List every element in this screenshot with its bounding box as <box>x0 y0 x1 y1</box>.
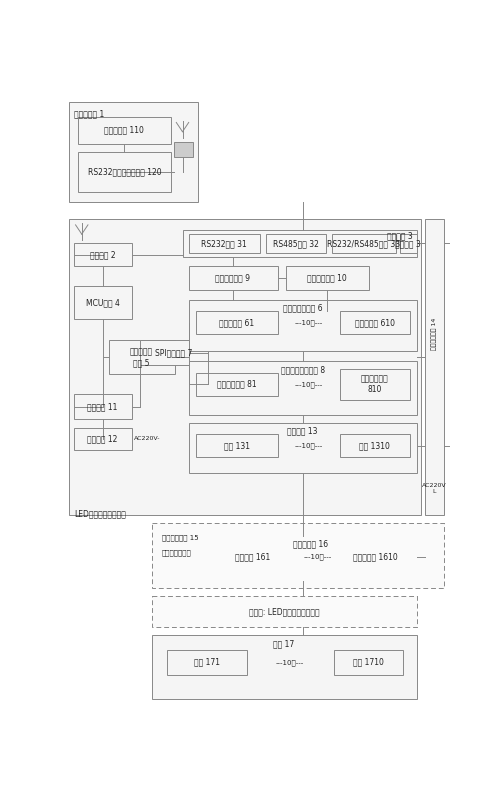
Text: MCU模块 4: MCU模块 4 <box>86 298 120 307</box>
Bar <box>340 435 410 458</box>
Bar <box>74 394 132 419</box>
Text: 待偶电源 161: 待偶电源 161 <box>236 552 270 561</box>
Bar <box>78 117 171 144</box>
Bar <box>152 596 417 626</box>
Bar <box>183 229 417 257</box>
Bar <box>189 423 417 473</box>
Bar <box>167 650 247 674</box>
Text: 电源插座 12: 电源插座 12 <box>87 435 118 443</box>
Text: ---10个---: ---10个--- <box>295 381 323 388</box>
Text: LED电源性能分析装置: LED电源性能分析装置 <box>74 509 126 519</box>
Text: 测试电源插座 10: 测试电源插座 10 <box>307 274 346 283</box>
Text: SPI隔离模块 7: SPI隔离模块 7 <box>155 348 193 357</box>
Text: 串口模块 3: 串口模块 3 <box>387 232 413 241</box>
Text: ---10个---: ---10个--- <box>295 319 323 326</box>
Text: 电源模块 11: 电源模块 11 <box>87 402 118 411</box>
Text: 电能计量模块阵列 8: 电能计量模块阵列 8 <box>280 365 325 374</box>
Text: 插座阵列 13: 插座阵列 13 <box>287 427 318 435</box>
Bar <box>334 650 403 674</box>
Text: 上位机软件 110: 上位机软件 110 <box>104 126 144 135</box>
Text: 负载 171: 负载 171 <box>194 657 220 667</box>
Bar <box>109 341 175 374</box>
Bar <box>189 234 260 252</box>
Bar <box>174 142 193 157</box>
Text: 电能计量模块 9: 电能计量模块 9 <box>216 274 250 283</box>
Text: 继电器模块 610: 继电器模块 610 <box>355 318 395 327</box>
Bar <box>189 267 278 290</box>
Text: 负载 17: 负载 17 <box>273 639 294 648</box>
Bar <box>152 523 444 588</box>
Bar <box>332 234 396 252</box>
Text: 电源置于温箱内: 电源置于温箱内 <box>162 550 191 556</box>
Text: ---10个---: ---10个--- <box>303 553 331 560</box>
Text: 继电器驱动
模块 5: 继电器驱动 模块 5 <box>130 348 153 367</box>
Text: RS232模块 31: RS232模块 31 <box>202 239 247 248</box>
Bar <box>140 341 208 365</box>
Text: 数字可控电源 14: 数字可控电源 14 <box>432 318 437 350</box>
Text: 负载 1710: 负载 1710 <box>353 657 384 667</box>
Text: 插座 1310: 插座 1310 <box>359 441 390 451</box>
Text: ---10个---: ---10个--- <box>276 659 304 665</box>
Text: RS232串口转无线模块 120: RS232串口转无线模块 120 <box>87 167 161 176</box>
Text: 继电器模块 61: 继电器模块 61 <box>219 318 254 327</box>
Bar <box>340 369 410 400</box>
Text: AC220V
L: AC220V L <box>422 483 447 494</box>
Bar <box>74 244 132 267</box>
Text: 电能计量模块 81: 电能计量模块 81 <box>217 380 256 388</box>
Text: 数字可控温箱 15: 数字可控温箱 15 <box>162 534 198 541</box>
Text: RS232/RS485模块 33: RS232/RS485模块 33 <box>327 239 400 248</box>
Bar <box>400 234 417 252</box>
Bar <box>189 361 417 415</box>
Bar <box>68 219 421 515</box>
Text: 继电器模块阵列 6: 继电器模块阵列 6 <box>283 303 322 312</box>
Text: 待偶电源组 1610: 待偶电源组 1610 <box>353 552 398 561</box>
Bar <box>425 219 444 515</box>
Bar <box>285 267 368 290</box>
Text: 无线模块 2: 无线模块 2 <box>90 251 115 259</box>
Bar <box>197 435 278 458</box>
Text: RS485模块 32: RS485模块 32 <box>273 239 318 248</box>
Bar <box>197 373 278 396</box>
Text: 待偶电源组 16: 待偶电源组 16 <box>293 540 328 548</box>
Bar <box>214 546 293 568</box>
Bar <box>340 311 410 334</box>
Bar <box>152 634 417 699</box>
Bar <box>189 299 417 351</box>
Bar <box>68 102 198 201</box>
Bar <box>266 234 326 252</box>
Text: 电能计量模块
810: 电能计量模块 810 <box>361 375 389 394</box>
Text: 可选项: LED电源性能分析装置: 可选项: LED电源性能分析装置 <box>249 607 319 616</box>
Text: 上位机系统 1: 上位机系统 1 <box>74 109 104 119</box>
Bar <box>74 287 132 319</box>
Bar <box>197 311 278 334</box>
Text: 插座 131: 插座 131 <box>224 441 250 451</box>
Bar <box>78 152 171 192</box>
Bar <box>74 428 132 450</box>
Bar <box>206 536 417 580</box>
Text: 串口模块 3: 串口模块 3 <box>395 239 421 248</box>
Text: ---10个---: ---10个--- <box>295 443 323 449</box>
Bar <box>341 546 410 568</box>
Text: AC220V-: AC220V- <box>134 436 160 442</box>
